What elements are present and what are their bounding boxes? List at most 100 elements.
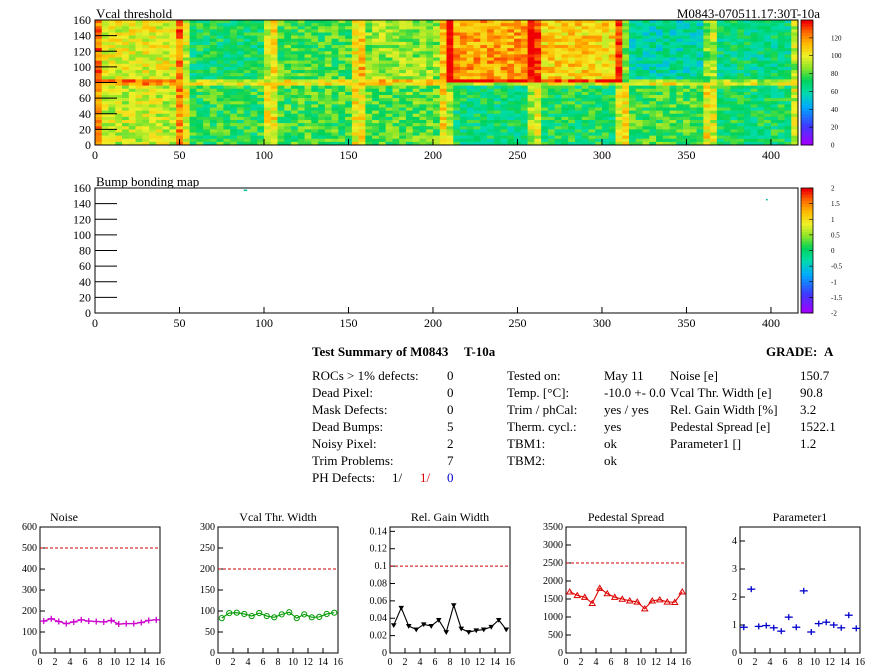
threshold-cell xyxy=(601,23,610,27)
threshold-cell xyxy=(601,123,610,127)
threshold-cell xyxy=(324,113,332,118)
threshold-cell xyxy=(149,20,157,24)
threshold-cell xyxy=(642,135,650,140)
threshold-cell xyxy=(723,20,731,24)
threshold-cell xyxy=(169,107,177,111)
threshold-cell xyxy=(223,35,231,40)
threshold-cell xyxy=(527,82,535,86)
threshold-cell xyxy=(412,45,420,49)
threshold-cell xyxy=(318,141,326,146)
bump-scale-label: 1 xyxy=(831,216,835,224)
thr-scale-band xyxy=(801,66,813,71)
threshold-cell xyxy=(392,135,400,140)
threshold-cell xyxy=(338,35,346,40)
threshold-cell xyxy=(182,120,190,124)
thr-scale-label: 40 xyxy=(831,106,839,114)
threshold-cell xyxy=(412,41,420,46)
threshold-cell xyxy=(257,129,265,133)
threshold-cell xyxy=(642,116,650,121)
threshold-cell xyxy=(378,138,386,143)
threshold-cell xyxy=(662,35,670,40)
threshold-cell xyxy=(635,141,643,146)
threshold-cell xyxy=(608,57,616,61)
threshold-cell xyxy=(635,63,643,68)
threshold-cell xyxy=(122,20,130,24)
threshold-cell xyxy=(676,98,684,102)
threshold-cell xyxy=(122,126,130,130)
threshold-cell xyxy=(405,73,413,77)
threshold-cell xyxy=(284,95,292,99)
threshold-cell xyxy=(642,88,650,93)
roc-point xyxy=(610,593,619,600)
threshold-cell xyxy=(284,104,292,108)
threshold-cell xyxy=(770,29,779,33)
threshold-cell xyxy=(473,126,481,130)
threshold-cell xyxy=(764,82,772,86)
threshold-cell xyxy=(730,82,738,86)
threshold-cell xyxy=(419,88,427,93)
threshold-cell xyxy=(493,138,501,143)
threshold-cell xyxy=(635,48,643,52)
threshold-cell xyxy=(568,26,576,30)
threshold-cell xyxy=(703,110,711,115)
threshold-cell xyxy=(257,101,265,105)
threshold-cell xyxy=(122,51,130,55)
threshold-cell xyxy=(764,104,772,108)
threshold-cell xyxy=(649,101,657,105)
threshold-cell xyxy=(601,113,610,118)
threshold-cell xyxy=(135,141,143,146)
threshold-cell xyxy=(541,132,549,136)
threshold-cell xyxy=(115,101,123,105)
threshold-cell xyxy=(304,66,312,71)
threshold-cell xyxy=(730,76,738,80)
thr-y-tick-label: 100 xyxy=(73,60,91,74)
result-label: Parameter1 [] xyxy=(670,436,742,451)
threshold-cell xyxy=(635,41,643,46)
threshold-cell xyxy=(372,35,380,40)
threshold-cell xyxy=(108,91,116,96)
threshold-cell xyxy=(412,20,420,24)
threshold-cell xyxy=(791,126,799,130)
thr-scale-frame xyxy=(800,19,814,146)
threshold-cell xyxy=(730,98,738,102)
threshold-cell xyxy=(95,91,103,96)
threshold-cell xyxy=(297,57,305,61)
threshold-cell xyxy=(764,120,772,124)
threshold-cell xyxy=(642,70,650,74)
threshold-cell xyxy=(608,113,616,118)
threshold-cell xyxy=(419,135,427,140)
threshold-cell xyxy=(662,91,670,96)
threshold-cell xyxy=(331,129,339,133)
threshold-cell xyxy=(189,23,197,27)
threshold-cell xyxy=(236,98,245,102)
threshold-cell xyxy=(155,141,163,146)
threshold-cell xyxy=(574,60,582,65)
threshold-cell xyxy=(703,66,711,71)
threshold-cell xyxy=(351,73,359,77)
threshold-cell xyxy=(581,98,589,102)
roc-point xyxy=(405,624,412,629)
threshold-cell xyxy=(635,79,643,83)
threshold-cell xyxy=(595,60,603,65)
threshold-cell xyxy=(629,29,637,33)
threshold-cell xyxy=(487,101,495,105)
threshold-cell xyxy=(777,104,785,108)
threshold-cell xyxy=(689,66,697,71)
threshold-cell xyxy=(277,85,285,90)
threshold-cell xyxy=(351,41,359,46)
threshold-cell xyxy=(426,73,434,77)
threshold-cell xyxy=(737,76,745,80)
threshold-cell xyxy=(365,32,373,36)
roc-point xyxy=(271,614,278,621)
threshold-cell xyxy=(365,141,373,146)
threshold-cell xyxy=(135,98,143,102)
threshold-cell xyxy=(642,45,650,49)
threshold-cell xyxy=(372,76,380,80)
threshold-cell xyxy=(689,35,697,40)
threshold-cell xyxy=(710,73,718,77)
threshold-cell xyxy=(770,101,779,105)
threshold-cell xyxy=(453,116,461,121)
threshold-cell xyxy=(277,107,285,111)
threshold-cell xyxy=(595,41,603,46)
threshold-cell xyxy=(277,57,285,61)
